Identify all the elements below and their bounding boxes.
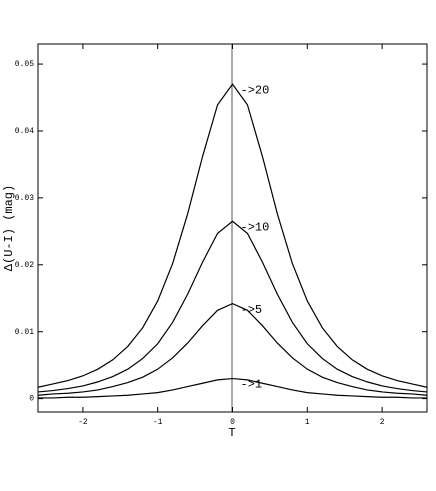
- x-axis-label: T: [228, 426, 235, 440]
- curve: [37, 302, 428, 396]
- y-tick-label: 0.01: [15, 328, 34, 337]
- x-tick-label: 0: [230, 418, 235, 427]
- x-tick-label: 2: [380, 418, 385, 427]
- y-tick-label: 0: [29, 395, 34, 404]
- y-tick-label: 0.04: [15, 127, 34, 136]
- curve-label: ->5: [241, 303, 263, 317]
- curve-label: ->20: [241, 83, 270, 97]
- x-tick-label: -2: [78, 418, 88, 427]
- curve: [38, 377, 427, 399]
- curve: [37, 83, 428, 388]
- curve-label: ->1: [241, 378, 263, 392]
- y-tick-label: 0.02: [15, 261, 34, 270]
- x-tick-label: -1: [153, 418, 163, 427]
- curve-label: ->10: [241, 220, 270, 234]
- y-axis-label: Δ(U-I) (mag): [2, 185, 16, 271]
- y-tick-label: 0.05: [15, 60, 34, 69]
- y-tick-label: 0.03: [15, 194, 34, 203]
- x-tick-label: 1: [305, 418, 310, 427]
- curve: [37, 220, 428, 393]
